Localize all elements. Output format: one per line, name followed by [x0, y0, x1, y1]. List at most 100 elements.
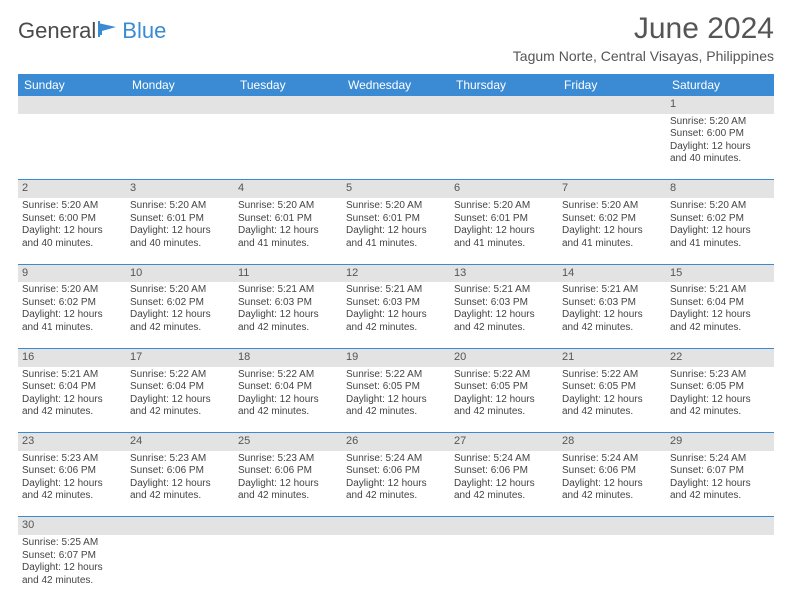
day-number-cell: 27 — [450, 433, 558, 451]
weekday-header: Saturday — [666, 74, 774, 96]
weekday-header: Thursday — [450, 74, 558, 96]
day-detail-line: Daylight: 12 hours — [130, 478, 230, 491]
day-detail-line: Sunset: 6:04 PM — [22, 381, 122, 394]
day-detail-line: and 42 minutes. — [238, 322, 338, 335]
day-detail-line: Sunrise: 5:22 AM — [130, 369, 230, 382]
day-detail-line: and 42 minutes. — [346, 406, 446, 419]
day-detail-line: and 42 minutes. — [346, 490, 446, 503]
weekday-header: Friday — [558, 74, 666, 96]
day-cell: Sunrise: 5:21 AMSunset: 6:03 PMDaylight:… — [450, 282, 558, 348]
day-cell — [234, 535, 342, 601]
calendar-table: SundayMondayTuesdayWednesdayThursdayFrid… — [18, 74, 774, 601]
logo-flag-icon — [98, 21, 120, 42]
day-cell: Sunrise: 5:22 AMSunset: 6:04 PMDaylight:… — [126, 367, 234, 433]
day-detail-line: and 42 minutes. — [22, 406, 122, 419]
day-detail-line: Sunset: 6:01 PM — [130, 213, 230, 226]
daynum-row: 9101112131415 — [18, 264, 774, 282]
calendar-body: 1Sunrise: 5:20 AMSunset: 6:00 PMDaylight… — [18, 96, 774, 601]
day-detail-line: and 42 minutes. — [670, 490, 770, 503]
day-detail-line: Sunrise: 5:22 AM — [346, 369, 446, 382]
day-detail-line: Daylight: 12 hours — [454, 309, 554, 322]
day-cell: Sunrise: 5:23 AMSunset: 6:06 PMDaylight:… — [126, 451, 234, 517]
day-detail-line: Daylight: 12 hours — [130, 309, 230, 322]
day-cell — [558, 535, 666, 601]
day-detail-line: Daylight: 12 hours — [562, 394, 662, 407]
day-number-cell: 18 — [234, 348, 342, 366]
day-detail-line: Sunrise: 5:22 AM — [562, 369, 662, 382]
day-detail-line: Sunrise: 5:21 AM — [454, 284, 554, 297]
day-detail-line: Sunset: 6:02 PM — [22, 297, 122, 310]
day-number-cell: 13 — [450, 264, 558, 282]
day-detail-line: Sunset: 6:01 PM — [238, 213, 338, 226]
day-detail-line: Sunset: 6:05 PM — [454, 381, 554, 394]
day-detail-line: and 41 minutes. — [22, 322, 122, 335]
day-detail-line: Sunrise: 5:20 AM — [130, 284, 230, 297]
day-detail-line: Daylight: 12 hours — [670, 478, 770, 491]
day-number-cell: 1 — [666, 96, 774, 114]
day-detail-line: Daylight: 12 hours — [346, 478, 446, 491]
day-cell — [666, 535, 774, 601]
day-cell — [18, 114, 126, 180]
day-detail-line: and 42 minutes. — [562, 322, 662, 335]
day-detail-line: Sunset: 6:02 PM — [670, 213, 770, 226]
day-detail-line: Sunset: 6:02 PM — [130, 297, 230, 310]
day-detail-line: Sunrise: 5:21 AM — [22, 369, 122, 382]
day-detail-line: Sunset: 6:03 PM — [454, 297, 554, 310]
day-number-cell: 4 — [234, 180, 342, 198]
day-detail-line: Daylight: 12 hours — [22, 562, 122, 575]
day-detail-line: Sunset: 6:06 PM — [238, 465, 338, 478]
day-detail-line: Sunset: 6:05 PM — [670, 381, 770, 394]
day-detail-line: and 42 minutes. — [670, 322, 770, 335]
day-detail-line: Sunrise: 5:20 AM — [670, 200, 770, 213]
weekday-header-row: SundayMondayTuesdayWednesdayThursdayFrid… — [18, 74, 774, 96]
day-detail-line: and 42 minutes. — [454, 406, 554, 419]
daynum-row: 23242526272829 — [18, 433, 774, 451]
day-number-cell: 6 — [450, 180, 558, 198]
week-content-row: Sunrise: 5:20 AMSunset: 6:00 PMDaylight:… — [18, 114, 774, 180]
day-cell: Sunrise: 5:25 AMSunset: 6:07 PMDaylight:… — [18, 535, 126, 601]
day-cell: Sunrise: 5:21 AMSunset: 6:03 PMDaylight:… — [234, 282, 342, 348]
month-title: June 2024 — [513, 12, 774, 46]
day-number-cell: 29 — [666, 433, 774, 451]
day-detail-line: Sunrise: 5:24 AM — [454, 453, 554, 466]
day-cell: Sunrise: 5:20 AMSunset: 6:00 PMDaylight:… — [666, 114, 774, 180]
day-number-cell — [342, 517, 450, 535]
day-detail-line: and 40 minutes. — [670, 153, 770, 166]
day-detail-line: Daylight: 12 hours — [130, 394, 230, 407]
day-detail-line: Daylight: 12 hours — [22, 478, 122, 491]
day-detail-line: Sunset: 6:06 PM — [454, 465, 554, 478]
day-detail-line: Sunset: 6:01 PM — [454, 213, 554, 226]
day-cell: Sunrise: 5:20 AMSunset: 6:01 PMDaylight:… — [450, 198, 558, 264]
day-detail-line: Sunrise: 5:25 AM — [22, 537, 122, 550]
day-detail-line: Sunrise: 5:20 AM — [670, 116, 770, 129]
day-number-cell: 26 — [342, 433, 450, 451]
day-detail-line: Sunset: 6:03 PM — [238, 297, 338, 310]
day-number-cell — [450, 517, 558, 535]
day-detail-line: Sunrise: 5:21 AM — [238, 284, 338, 297]
day-detail-line: Sunset: 6:03 PM — [562, 297, 662, 310]
day-number-cell: 12 — [342, 264, 450, 282]
day-number-cell — [558, 96, 666, 114]
day-detail-line: Daylight: 12 hours — [670, 141, 770, 154]
day-detail-line: Sunrise: 5:23 AM — [22, 453, 122, 466]
day-cell: Sunrise: 5:20 AMSunset: 6:01 PMDaylight:… — [342, 198, 450, 264]
day-detail-line: Daylight: 12 hours — [238, 309, 338, 322]
daynum-row: 1 — [18, 96, 774, 114]
day-number-cell — [126, 96, 234, 114]
day-detail-line: Sunrise: 5:21 AM — [562, 284, 662, 297]
day-cell: Sunrise: 5:20 AMSunset: 6:01 PMDaylight:… — [126, 198, 234, 264]
logo-text-general: General — [18, 18, 96, 44]
day-detail-line: Daylight: 12 hours — [454, 394, 554, 407]
weekday-header: Monday — [126, 74, 234, 96]
day-detail-line: and 41 minutes. — [238, 238, 338, 251]
day-detail-line: Sunrise: 5:20 AM — [238, 200, 338, 213]
day-detail-line: Sunset: 6:07 PM — [22, 550, 122, 563]
day-detail-line: Daylight: 12 hours — [130, 225, 230, 238]
day-detail-line: Daylight: 12 hours — [562, 478, 662, 491]
weekday-header: Wednesday — [342, 74, 450, 96]
day-number-cell: 28 — [558, 433, 666, 451]
day-number-cell — [234, 96, 342, 114]
day-number-cell — [234, 517, 342, 535]
day-detail-line: Sunrise: 5:22 AM — [238, 369, 338, 382]
day-detail-line: and 41 minutes. — [454, 238, 554, 251]
